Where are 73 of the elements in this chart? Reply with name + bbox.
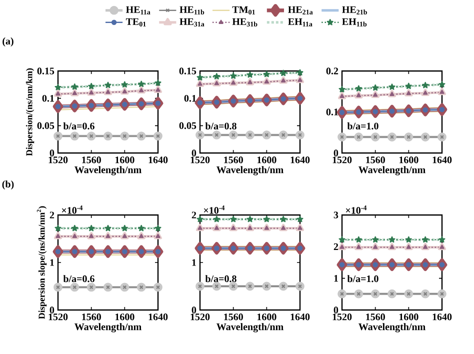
x-tick-label: 1640 <box>432 156 452 164</box>
legend-label: EH$_{11a}$ <box>288 18 312 26</box>
annotation: b/a=0.6 <box>63 275 94 282</box>
x-tick-label: 1560 <box>82 314 101 320</box>
x-axis-title: Wavelength/nm <box>74 323 142 332</box>
legend-label: TM$_{01}$ <box>232 6 255 14</box>
y-tick-label: 1 <box>334 275 338 282</box>
text: (b) <box>2 180 14 190</box>
y-tick-label: 0.1 <box>42 94 54 102</box>
x-tick-label: 1520 <box>190 314 210 320</box>
annotation: b/a=0.8 <box>205 122 236 130</box>
text: ×10$^{-4}$ <box>62 205 83 214</box>
x-tick-label: 1560 <box>366 156 385 164</box>
y-tick-label: 1 <box>192 259 196 266</box>
y-tick-label: 0 <box>50 150 54 156</box>
x-tick-label: 1640 <box>290 314 310 320</box>
annotation: b/a=1.0 <box>347 275 378 282</box>
legend-label: HE$_{11a}$ <box>126 6 150 14</box>
x-axis-title: Wavelength/nm <box>216 323 284 332</box>
x-tick-label: 1560 <box>366 314 385 320</box>
x-axis-title: Wavelength/nm <box>216 166 284 176</box>
y-tick-label: 0 <box>192 150 196 156</box>
y-tick-label: 0.1 <box>184 94 196 102</box>
y-axis-title: Dispersion/(ns/nm/km) <box>26 68 34 156</box>
y-axis-title: Dispersion slope/(ns/km/nm$^{2}$) <box>36 206 47 319</box>
legend-label: HE$_{31b}$ <box>232 18 258 26</box>
annotation: b/a=0.6 <box>63 122 94 130</box>
x-tick-label: 1520 <box>48 314 68 320</box>
legend-label: HE$_{11b}$ <box>180 6 204 14</box>
x-axis-title: Wavelength/nm <box>358 166 426 176</box>
y-tick-label: 0 <box>334 306 338 314</box>
legend-label: HE$_{21b}$ <box>342 6 367 14</box>
x-tick-label: 1640 <box>148 156 168 164</box>
y-tick-label: 0 <box>50 306 54 314</box>
text: ×10$^{-4}$ <box>346 205 367 214</box>
y-tick-label: 0.2 <box>326 68 338 74</box>
x-tick-label: 1640 <box>148 314 168 320</box>
x-tick-label: 1520 <box>48 156 68 164</box>
annotation: b/a=0.8 <box>205 275 236 282</box>
y-tick-label: 0.05 <box>179 122 196 130</box>
legend-label: HE$_{31a}$ <box>180 18 204 26</box>
legend-label: HE$_{21a}$ <box>288 6 313 14</box>
text: ×10$^{-4}$ <box>204 205 225 214</box>
y-tick-label: 0.15 <box>179 68 196 74</box>
y-tick-label: 2 <box>50 212 54 218</box>
y-tick-label: 0 <box>192 306 196 314</box>
legend-label: TE$_{01}$ <box>126 18 146 26</box>
x-tick-label: 1600 <box>399 156 418 164</box>
x-tick-label: 1600 <box>115 314 134 320</box>
y-tick-label: 3 <box>334 212 338 218</box>
x-tick-label: 1640 <box>432 314 452 320</box>
x-tick-label: 1520 <box>332 314 352 320</box>
x-axis-title: Wavelength/nm <box>74 166 142 176</box>
x-tick-label: 1520 <box>332 156 352 164</box>
x-tick-label: 1560 <box>82 156 101 164</box>
x-tick-label: 1640 <box>290 156 310 164</box>
y-tick-label: 0 <box>334 150 338 156</box>
y-tick-label: 0.15 <box>37 68 54 74</box>
x-tick-label: 1600 <box>257 314 276 320</box>
x-tick-label: 1600 <box>399 314 418 320</box>
x-tick-label: 1520 <box>190 156 210 164</box>
legend-label: EH$_{11b}$ <box>342 18 367 26</box>
x-tick-label: 1600 <box>115 156 134 164</box>
x-tick-label: 1560 <box>224 314 243 320</box>
y-tick-label: 0.05 <box>37 122 54 130</box>
text: (a) <box>2 37 14 47</box>
annotation: b/a=1.0 <box>347 122 378 130</box>
y-tick-label: 2 <box>334 243 338 250</box>
y-tick-label: 2 <box>192 212 196 218</box>
x-tick-label: 1600 <box>257 156 276 164</box>
x-axis-title: Wavelength/nm <box>358 323 426 332</box>
x-tick-label: 1560 <box>224 156 243 164</box>
y-tick-label: 1 <box>50 259 54 266</box>
